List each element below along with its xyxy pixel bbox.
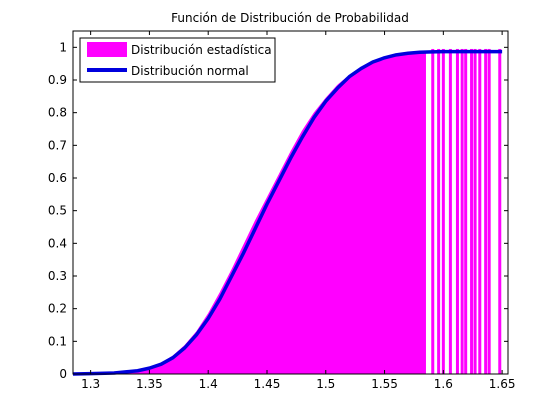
y-axis: 0 0.1 0.2 0.3 0.4 0.5 0.6 0.7 0.8 0.9 1 xyxy=(48,40,508,381)
legend-swatch-histogram xyxy=(87,42,127,57)
histogram-area xyxy=(72,51,426,375)
histogram-spike xyxy=(473,48,477,374)
normal-line-layer xyxy=(72,49,503,376)
y-tick-label: 0.4 xyxy=(48,236,67,250)
y-tick-label: 0.5 xyxy=(48,204,67,218)
x-tick-label: 1.65 xyxy=(489,377,516,391)
plot-area: 1.3 1.35 1.4 1.45 1.5 1.55 1.6 1.65 00.10.20.30… xyxy=(48,30,515,391)
y-tick-label: 0.3 xyxy=(48,269,67,283)
legend-label-histogram: Distribución estadística xyxy=(131,43,272,57)
histogram-spike xyxy=(464,48,468,374)
y-tick-label: 0.6 xyxy=(48,171,67,185)
x-tick-label: 1.45 xyxy=(254,377,281,391)
histogram-spike xyxy=(498,48,502,374)
x-tick-label: 1.3 xyxy=(81,377,100,391)
histogram-spike xyxy=(441,48,445,374)
normal-cdf-line xyxy=(72,49,503,376)
histogram-layer xyxy=(72,48,502,375)
legend-label-normal-line: Distribución normal xyxy=(131,64,249,78)
histogram-spike xyxy=(455,48,459,374)
histogram-spike xyxy=(460,48,464,374)
histogram-spike xyxy=(470,48,474,374)
x-tick-label: 1.55 xyxy=(371,377,398,391)
y-tick-label: 0.1 xyxy=(48,334,67,348)
histogram-spike xyxy=(448,48,452,374)
histogram-spike xyxy=(431,48,435,374)
histogram-spike xyxy=(478,48,482,374)
histogram-spike xyxy=(487,48,491,374)
y-tick-label: 0.2 xyxy=(48,302,67,316)
axes-frame xyxy=(72,30,509,375)
x-tick-label: 1.35 xyxy=(136,377,163,391)
histogram-spike xyxy=(484,48,488,374)
y-tick-label: 0.8 xyxy=(48,106,67,120)
y-tick-label: 0 xyxy=(59,367,67,381)
chart-title: Función de Distribución de Probabilidad xyxy=(171,11,409,25)
x-axis: 1.3 1.35 1.4 1.45 1.5 1.55 1.6 1.65 xyxy=(81,31,515,391)
x-tick-label: 1.6 xyxy=(434,377,453,391)
y-tick-label: 1 xyxy=(59,40,67,54)
y-tick-label: 0.7 xyxy=(48,138,67,152)
histogram-spike xyxy=(437,48,441,374)
x-tick-label: 1.4 xyxy=(199,377,218,391)
x-tick-label: 1.5 xyxy=(316,377,335,391)
legend: Distribución estadística Distribución no… xyxy=(79,37,276,83)
y-tick-label: 0.9 xyxy=(48,73,67,87)
